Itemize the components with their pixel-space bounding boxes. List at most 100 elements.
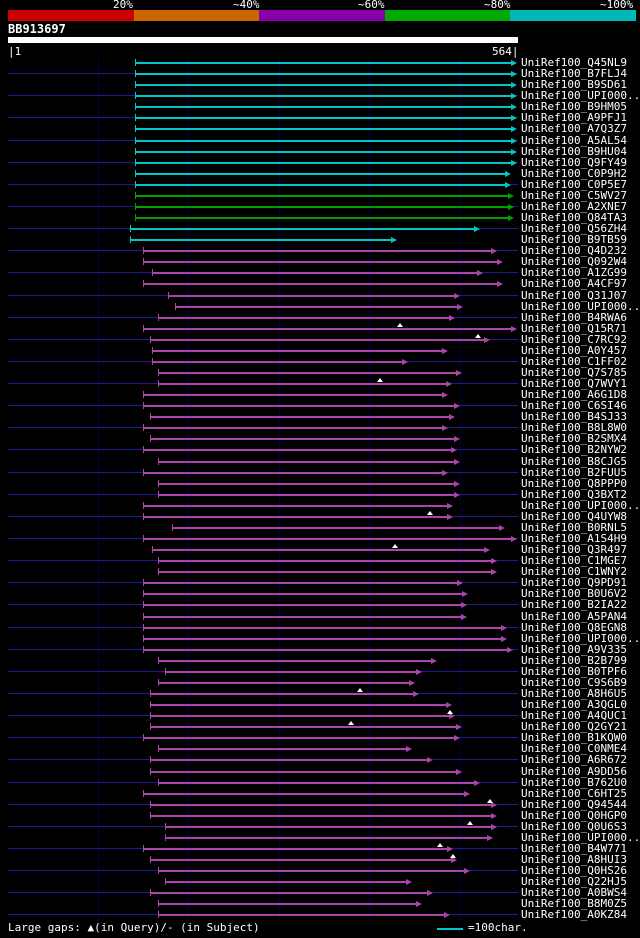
hit-bar <box>134 194 509 197</box>
hit-bar <box>143 792 465 795</box>
arrowhead-icon <box>426 890 433 897</box>
hit-bar <box>168 294 455 297</box>
hit-label: UniRef100_Q7S785 <box>521 366 627 379</box>
hit-label: UniRef100_A9PFJ1 <box>521 111 627 125</box>
hit-start-tick <box>134 81 136 89</box>
scale-segment <box>133 10 260 21</box>
hit-bar <box>152 349 444 352</box>
hit-start-tick <box>174 302 176 310</box>
arrowhead-icon <box>455 370 462 376</box>
hit-label: UniRef100_B8M0Z5 <box>521 897 627 911</box>
hit-bar <box>172 526 501 529</box>
hit-bar <box>134 106 513 109</box>
arrowhead-icon <box>426 757 433 764</box>
hit-start-tick <box>150 856 152 863</box>
hit-label: UniRef100_A4CF97 <box>521 277 627 291</box>
hit-bar <box>143 471 444 474</box>
arrowhead-icon <box>464 868 470 875</box>
arrowhead-icon <box>506 646 513 653</box>
hit-label: UniRef100_A9DD56 <box>521 764 627 778</box>
hit-row: UniRef100_B2IA22 <box>0 599 640 610</box>
hit-row: UniRef100_A3QGL0 <box>0 699 640 710</box>
hit-row: UniRef100_Q56ZH4 <box>0 223 640 234</box>
hit-row: UniRef100_A0KZ84 <box>0 909 640 920</box>
scale-segment <box>259 10 385 21</box>
arrowhead-icon <box>445 381 452 387</box>
arrowhead-icon <box>451 447 458 454</box>
hit-label: UniRef100_C0NME4 <box>521 742 627 756</box>
hit-start-tick <box>164 667 166 675</box>
hit-label: UniRef100_B9HM05 <box>521 100 627 114</box>
arrowhead-icon <box>454 491 460 498</box>
hit-start-tick <box>143 612 144 620</box>
gap-marker-icon <box>397 322 404 327</box>
hit-row: UniRef100_UPI000.. <box>0 832 640 843</box>
arrowhead-icon <box>504 170 511 177</box>
hit-bar <box>158 493 456 496</box>
hit-start-tick <box>143 623 144 631</box>
grid-line <box>369 57 371 921</box>
hit-bar <box>134 117 513 120</box>
hit-bar <box>143 582 458 585</box>
hit-label: UniRef100_A8HUI3 <box>521 853 627 866</box>
legend-scale-text: =100char. <box>468 921 528 934</box>
hit-row: UniRef100_A4QUC1 <box>0 710 640 721</box>
hit-label: UniRef100_C1FF02 <box>521 354 627 368</box>
hit-bar <box>158 316 450 319</box>
hit-label: UniRef100_B9HU04 <box>521 144 627 158</box>
hit-label: UniRef100_Q0HGP0 <box>521 808 627 822</box>
hit-bar <box>143 449 453 452</box>
arrowhead-icon <box>511 71 518 78</box>
arrowhead-icon <box>462 591 469 598</box>
hit-row: UniRef100_B2B799 <box>0 655 640 666</box>
arrowhead-icon <box>507 192 514 199</box>
arrowhead-icon <box>511 126 518 133</box>
hit-start-tick <box>150 413 152 421</box>
arrowhead-icon <box>454 292 460 299</box>
arrowhead-icon <box>491 812 498 819</box>
hit-bar <box>143 261 498 264</box>
hit-bar <box>143 327 513 330</box>
hits-plot: UniRef100_Q45NL9 UniRef100_B7FLJ4 UniRef10… <box>0 57 640 921</box>
grid-line <box>278 57 280 921</box>
hit-label: UniRef100_A0Y457 <box>521 343 627 357</box>
hit-row: UniRef100_UPI000.. <box>0 633 640 644</box>
hit-row: UniRef100_B8L8W0 <box>0 422 640 433</box>
arrowhead-icon <box>511 159 518 166</box>
hit-start-tick <box>150 690 152 697</box>
hit-bar <box>150 759 428 762</box>
arrowhead-icon <box>416 668 422 675</box>
hit-row: UniRef100_Q092W4 <box>0 256 640 267</box>
hit-row: UniRef100_Q2GY21 <box>0 721 640 732</box>
hit-label: UniRef100_Q4D232 <box>521 244 627 258</box>
hit-row: UniRef100_B8CJG5 <box>0 456 640 467</box>
hit-label: UniRef100_Q15R71 <box>521 321 627 335</box>
arrowhead-icon <box>406 879 412 886</box>
arrowhead-icon <box>507 203 514 210</box>
hit-start-tick <box>158 479 160 487</box>
hit-row: UniRef100_A6G1D8 <box>0 389 640 400</box>
hit-label: UniRef100_Q56ZH4 <box>521 222 627 236</box>
hit-row: UniRef100_B2SMX4 <box>0 433 640 444</box>
hit-row: UniRef100_B2NYW2 <box>0 444 640 455</box>
arrowhead-icon <box>501 635 508 642</box>
hit-start-tick <box>158 557 160 565</box>
hit-bar <box>150 704 447 707</box>
arrowhead-icon <box>446 846 453 852</box>
hit-row: UniRef100_B1KQW0 <box>0 732 640 743</box>
arrowhead-icon <box>454 480 460 487</box>
hit-start-tick <box>143 590 144 598</box>
hit-start-tick <box>143 601 144 609</box>
arrowhead-icon <box>454 458 460 465</box>
arrowhead-icon <box>442 425 449 432</box>
hit-label: UniRef100_A3QGL0 <box>521 698 627 712</box>
hit-row: UniRef100_C6HT25 <box>0 788 640 799</box>
hit-row: UniRef100_A7Q3Z7 <box>0 123 640 134</box>
hit-start-tick <box>152 346 153 354</box>
hit-start-tick <box>158 457 160 465</box>
hit-start-tick <box>134 114 136 122</box>
hit-row: UniRef100_Q0HS26 <box>0 865 640 876</box>
hit-bar <box>134 73 513 76</box>
arrowhead-icon <box>483 547 490 554</box>
arrowhead-icon <box>476 270 483 277</box>
